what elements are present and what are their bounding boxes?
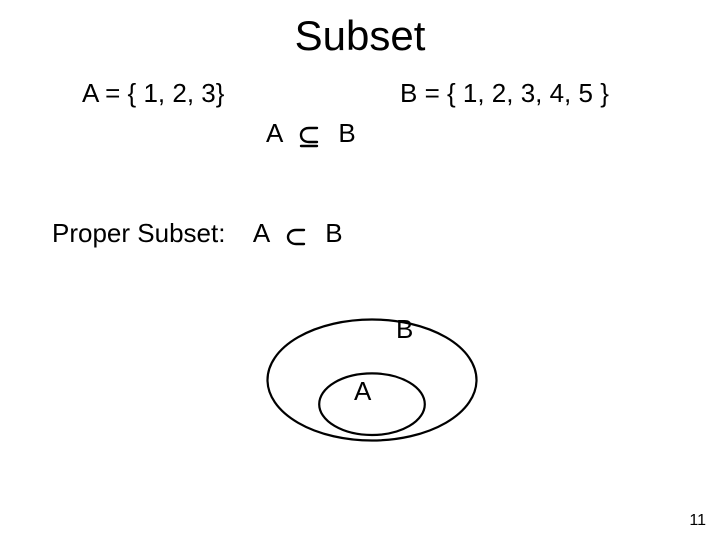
proper-subset-line: Proper Subset: A B [52,218,343,251]
subset-right-operand: B [338,118,355,148]
proper-subset-icon [276,220,318,251]
subset-left-operand: A [266,118,282,148]
inner-ellipse [319,373,425,435]
slide: { "title": "Subset", "sets": { "A_def": … [0,0,720,540]
set-b-definition: B = { 1, 2, 3, 4, 5 } [400,78,609,109]
venn-diagram: B A [262,300,482,460]
venn-svg [262,300,482,460]
proper-subset-label: Proper Subset: [52,218,225,248]
subset-or-equal-icon [289,120,331,151]
proper-right-operand: B [325,218,342,248]
slide-title: Subset [0,12,720,60]
page-number: 11 [689,512,706,530]
venn-label-a: A [354,376,371,407]
venn-label-b: B [396,314,413,345]
outer-ellipse [268,320,477,441]
set-a-definition: A = { 1, 2, 3} [82,78,224,109]
subset-relation: A B [266,118,356,151]
proper-left-operand: A [253,218,269,248]
